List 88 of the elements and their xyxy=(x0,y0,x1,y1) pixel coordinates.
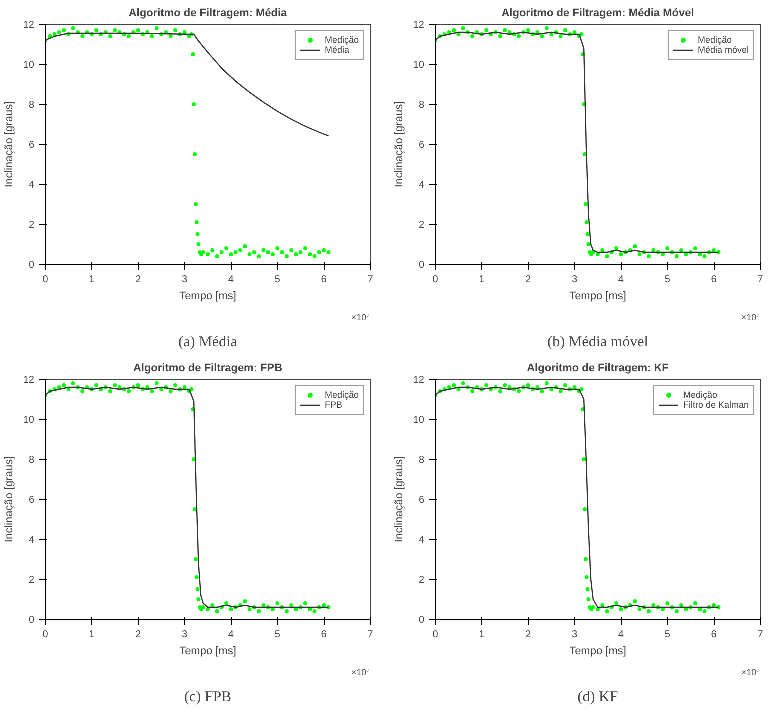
y-tick-label: 12 xyxy=(23,375,35,386)
x-tick-label: 3 xyxy=(572,274,578,286)
x-tick-label: 7 xyxy=(368,274,374,286)
chart-title: Algoritmo de Filtragem: KF xyxy=(527,362,670,374)
x-tick-label: 2 xyxy=(136,630,142,640)
y-tick-label: 10 xyxy=(413,415,425,426)
y-tick-label: 2 xyxy=(418,575,425,586)
text: ×10⁴ xyxy=(351,668,371,678)
x-tick-label: 0 xyxy=(42,274,49,286)
x-tick-label: 2 xyxy=(526,274,532,286)
x-tick-label: 3 xyxy=(182,274,188,286)
legend-label: Medição xyxy=(324,35,359,45)
x-tick-label: 7 xyxy=(758,630,764,640)
y-tick-label: 0 xyxy=(28,615,35,626)
text: ×10⁴ xyxy=(351,312,371,322)
x-tick-label: 7 xyxy=(758,274,764,286)
chart-title: Algoritmo de Filtragem: Média Móvel xyxy=(502,8,694,20)
x-tick-label: 2 xyxy=(136,274,142,286)
text: ×10⁴ xyxy=(741,312,761,322)
y-tick-label: 4 xyxy=(28,180,35,191)
text: ×10⁴ xyxy=(741,668,761,678)
y-axis-title: Inclinação [graus] xyxy=(3,456,16,543)
y-tick-label: 8 xyxy=(418,455,425,466)
y-tick-label: 2 xyxy=(28,220,35,231)
x-tick-label: 2 xyxy=(526,630,532,640)
x-tick-label: 1 xyxy=(479,274,486,286)
y-tick-label: 6 xyxy=(418,495,425,506)
x-tick-label: 0 xyxy=(432,274,439,286)
y-tick-label: 2 xyxy=(418,220,425,231)
y-tick-label: 12 xyxy=(23,20,35,31)
y-tick-label: 0 xyxy=(418,615,425,626)
y-tick-label: 8 xyxy=(418,100,425,111)
y-axis-title: Inclinação [graus] xyxy=(393,456,406,543)
legend-label: Filtro de Kalman xyxy=(683,400,749,410)
y-tick-label: 0 xyxy=(28,260,35,271)
x-tick-label: 5 xyxy=(274,274,281,286)
x-axis-title: Tempo [ms] xyxy=(570,646,626,658)
y-tick-label: 0 xyxy=(418,260,425,271)
y-tick-label: 10 xyxy=(413,60,425,71)
x-tick-label: 4 xyxy=(618,274,624,286)
y-tick-label: 8 xyxy=(28,455,35,466)
x-tick-label: 1 xyxy=(89,630,96,640)
y-tick-label: 12 xyxy=(413,20,425,31)
legend-label: Medição xyxy=(324,390,359,400)
x-tick-label: 4 xyxy=(228,630,234,640)
text: (c) FPB xyxy=(184,690,232,706)
y-tick-label: 4 xyxy=(418,180,425,191)
chart-title: Algoritmo de Filtragem: FPB xyxy=(133,362,283,374)
x-tick-label: 6 xyxy=(711,274,718,286)
y-tick-label: 12 xyxy=(413,375,425,386)
x-tick-label: 3 xyxy=(182,630,188,640)
x-tick-label: 4 xyxy=(618,630,624,640)
x-tick-label: 0 xyxy=(432,630,439,640)
y-tick-label: 8 xyxy=(28,100,35,111)
y-axis-title: Inclinação [graus] xyxy=(3,101,16,188)
legend-label: Média xyxy=(324,45,350,55)
text: (a) Média xyxy=(178,334,238,350)
legend-label: Média móvel xyxy=(698,45,749,55)
y-tick-label: 6 xyxy=(28,140,35,151)
x-tick-label: 1 xyxy=(89,274,96,286)
x-tick-label: 4 xyxy=(228,274,234,286)
y-tick-label: 10 xyxy=(23,415,35,426)
x-axis-title: Tempo [ms] xyxy=(180,646,236,658)
x-tick-label: 3 xyxy=(572,630,578,640)
x-tick-label: 6 xyxy=(711,630,718,640)
legend-label: Medição xyxy=(698,35,732,45)
x-tick-label: 5 xyxy=(664,630,671,640)
x-axis-title: Tempo [ms] xyxy=(180,290,236,302)
legend-label: FPB xyxy=(324,400,344,410)
text: (b) Média móvel xyxy=(548,334,648,350)
x-tick-label: 5 xyxy=(664,274,671,286)
x-tick-label: 6 xyxy=(321,630,328,640)
x-tick-label: 5 xyxy=(274,630,281,640)
legend-label: Medição xyxy=(683,390,718,400)
x-tick-label: 6 xyxy=(321,274,328,286)
x-tick-label: 1 xyxy=(479,630,486,640)
y-tick-label: 6 xyxy=(28,495,35,506)
y-tick-label: 4 xyxy=(28,535,35,546)
y-axis-title: Inclinação [graus] xyxy=(393,101,406,188)
x-axis-title: Tempo [ms] xyxy=(570,290,626,302)
y-tick-label: 10 xyxy=(23,60,35,71)
y-tick-label: 6 xyxy=(418,140,425,151)
text: (d) KF xyxy=(578,690,618,706)
chart-title: Algoritmo de Filtragem: Média xyxy=(128,8,288,20)
x-tick-label: 7 xyxy=(368,630,374,640)
y-tick-label: 2 xyxy=(28,575,35,586)
y-tick-label: 4 xyxy=(418,535,425,546)
x-tick-label: 0 xyxy=(42,630,49,640)
